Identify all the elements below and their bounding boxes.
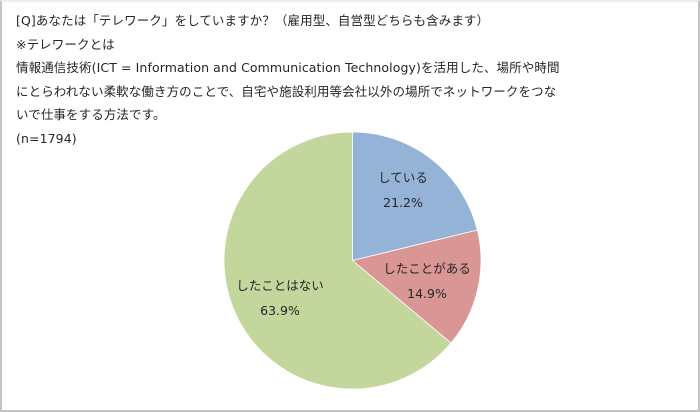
definition-line-4: いで仕事をする方法です。 bbox=[16, 107, 166, 123]
slice-label-never: したことはない bbox=[236, 278, 324, 293]
slice-label-doing: している bbox=[378, 170, 428, 185]
sample-size: (n=1794) bbox=[16, 130, 77, 146]
pie-slices bbox=[223, 131, 482, 390]
question-block: [Q]あなたは「テレワーク」をしていますか？（雇用型、自営型どちらも含みます） … bbox=[16, 9, 616, 151]
slice-value-never: 63.9% bbox=[260, 303, 300, 318]
pie-slice-doing bbox=[352, 131, 478, 262]
definition-line-2: 情報通信技術(ICT = Information and Communicati… bbox=[16, 60, 560, 76]
definition-line-3: にとらわれない柔軟な働き方のことで、自宅や施設利用等会社以外の場所でネットワーク… bbox=[16, 83, 557, 99]
pie-slice-never bbox=[223, 131, 452, 390]
slice-value-doing: 21.2% bbox=[383, 195, 423, 210]
slice-labels: している 21.2% したことがある 14.9% したことはない 63.9% bbox=[236, 170, 471, 318]
question-title: [Q]あなたは「テレワーク」をしていますか？（雇用型、自営型どちらも含みます） bbox=[16, 13, 490, 28]
definition-line-1: ※テレワークとは bbox=[16, 36, 115, 52]
pie-slice-have-done bbox=[351, 229, 482, 344]
slice-label-have-done: したことがある bbox=[383, 261, 471, 276]
slice-value-have-done: 14.9% bbox=[407, 286, 447, 301]
